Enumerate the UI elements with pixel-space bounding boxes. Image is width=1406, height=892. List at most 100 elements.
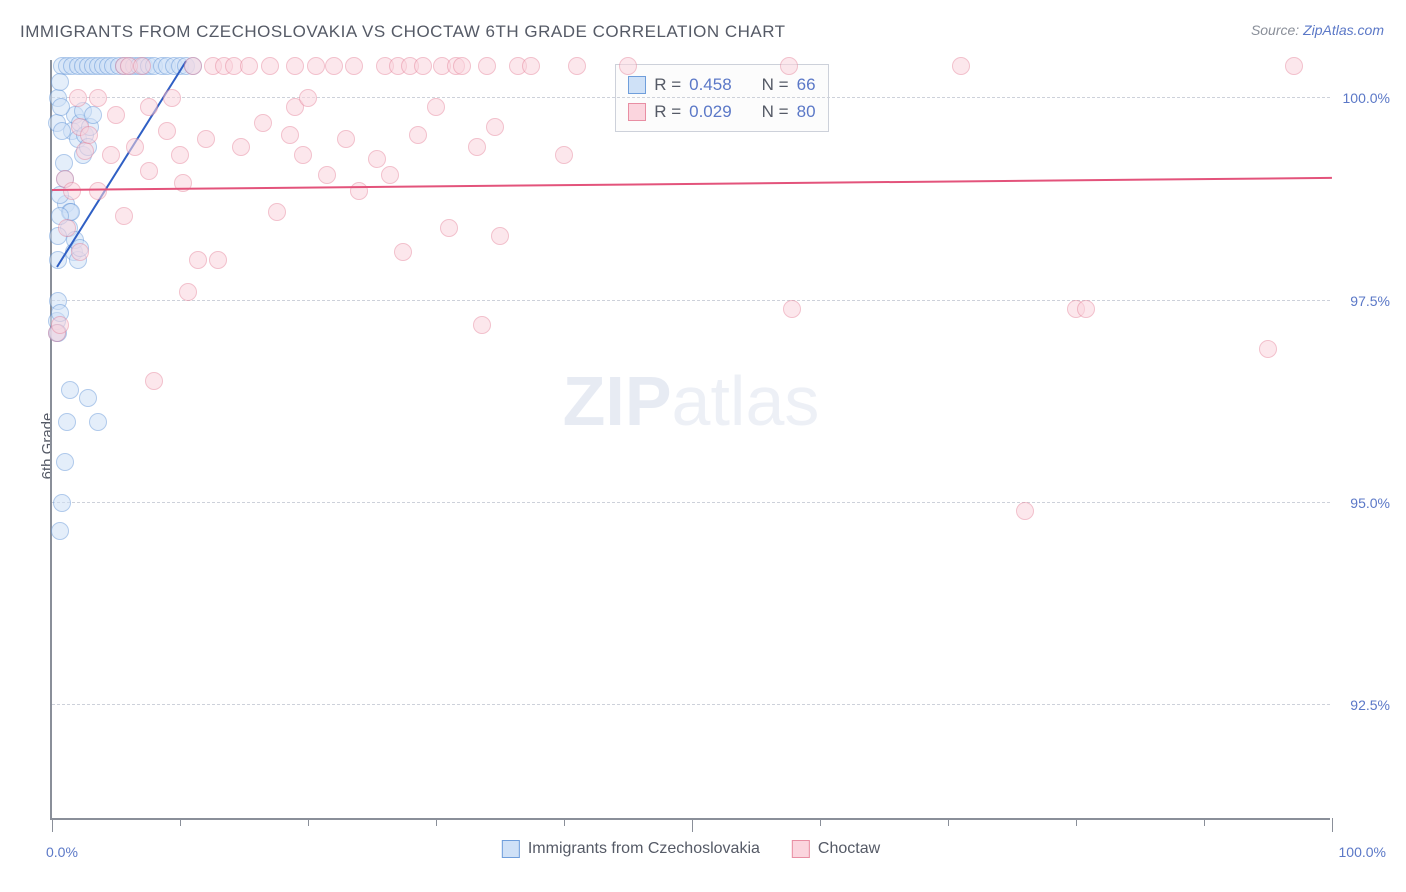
- data-point: [281, 126, 299, 144]
- data-point: [107, 106, 125, 124]
- data-point: [780, 57, 798, 75]
- data-point: [522, 57, 540, 75]
- legend-swatch: [502, 840, 520, 858]
- x-max-label: 100.0%: [1339, 844, 1386, 860]
- data-point: [89, 89, 107, 107]
- data-point: [51, 316, 69, 334]
- series-legend-item: Immigrants from Czechoslovakia: [502, 840, 760, 858]
- legend-swatch: [628, 103, 646, 121]
- data-point: [158, 122, 176, 140]
- gridline: [52, 300, 1330, 301]
- data-point: [76, 142, 94, 160]
- data-point: [58, 413, 76, 431]
- source-attribution: Source: ZipAtlas.com: [1251, 22, 1384, 38]
- x-tick-major: [692, 818, 693, 832]
- data-point: [1285, 57, 1303, 75]
- data-point: [197, 130, 215, 148]
- watermark-strong: ZIP: [563, 362, 672, 440]
- data-point: [325, 57, 343, 75]
- data-point: [261, 57, 279, 75]
- series-legend-item: Choctaw: [792, 840, 880, 858]
- legend-n-value: 80: [797, 98, 816, 125]
- x-tick: [564, 818, 565, 826]
- data-point: [232, 138, 250, 156]
- data-point: [126, 138, 144, 156]
- watermark: ZIPatlas: [563, 361, 820, 441]
- data-point: [368, 150, 386, 168]
- data-point: [115, 207, 133, 225]
- data-point: [619, 57, 637, 75]
- legend-n-label: N =: [762, 98, 789, 125]
- data-point: [80, 126, 98, 144]
- x-tick: [436, 818, 437, 826]
- data-point: [63, 182, 81, 200]
- data-point: [1077, 300, 1095, 318]
- y-tick-label: 95.0%: [1335, 495, 1390, 511]
- data-point: [952, 57, 970, 75]
- x-tick: [180, 818, 181, 826]
- data-point: [299, 89, 317, 107]
- x-tick: [1204, 818, 1205, 826]
- legend-r-value: 0.458: [689, 71, 732, 98]
- data-point: [491, 227, 509, 245]
- x-min-label: 0.0%: [46, 844, 78, 860]
- trend-line: [52, 177, 1332, 191]
- data-point: [209, 251, 227, 269]
- data-point: [783, 300, 801, 318]
- legend-r-value: 0.029: [689, 98, 732, 125]
- data-point: [478, 57, 496, 75]
- data-point: [179, 283, 197, 301]
- data-point: [394, 243, 412, 261]
- gridline: [52, 704, 1330, 705]
- legend-r-label: R =: [654, 71, 681, 98]
- y-tick-label: 100.0%: [1335, 90, 1390, 106]
- data-point: [345, 57, 363, 75]
- legend-n-value: 66: [797, 71, 816, 98]
- data-point: [79, 389, 97, 407]
- data-point: [254, 114, 272, 132]
- data-point: [56, 453, 74, 471]
- data-point: [140, 162, 158, 180]
- legend-r-label: R =: [654, 98, 681, 125]
- data-point: [140, 98, 158, 116]
- data-point: [184, 57, 202, 75]
- series-legend: Immigrants from Czechoslovakia Choctaw: [502, 840, 880, 858]
- data-point: [53, 122, 71, 140]
- x-tick: [1076, 818, 1077, 826]
- data-point: [307, 57, 325, 75]
- x-tick: [948, 818, 949, 826]
- x-tick: [820, 818, 821, 826]
- data-point: [318, 166, 336, 184]
- data-point: [381, 166, 399, 184]
- data-point: [268, 203, 286, 221]
- data-point: [414, 57, 432, 75]
- series-name: Choctaw: [818, 840, 880, 858]
- data-point: [486, 118, 504, 136]
- data-point: [1259, 340, 1277, 358]
- data-point: [89, 182, 107, 200]
- data-point: [145, 372, 163, 390]
- data-point: [51, 73, 69, 91]
- data-point: [58, 219, 76, 237]
- data-point: [568, 57, 586, 75]
- legend-swatch: [792, 840, 810, 858]
- data-point: [337, 130, 355, 148]
- series-name: Immigrants from Czechoslovakia: [528, 840, 760, 858]
- data-point: [171, 146, 189, 164]
- data-point: [440, 219, 458, 237]
- x-tick: [308, 818, 309, 826]
- data-point: [468, 138, 486, 156]
- y-tick-label: 97.5%: [1335, 293, 1390, 309]
- data-point: [133, 57, 151, 75]
- watermark-thin: atlas: [672, 362, 820, 440]
- legend-row: R = 0.458N = 66: [628, 71, 815, 98]
- x-tick-major: [52, 818, 53, 832]
- data-point: [453, 57, 471, 75]
- data-point: [240, 57, 258, 75]
- source-link[interactable]: ZipAtlas.com: [1303, 22, 1384, 38]
- data-point: [163, 89, 181, 107]
- data-point: [52, 98, 70, 116]
- scatter-plot-area: ZIPatlas R = 0.458N = 66R = 0.029N = 80 …: [50, 60, 1330, 820]
- data-point: [61, 381, 79, 399]
- data-point: [71, 243, 89, 261]
